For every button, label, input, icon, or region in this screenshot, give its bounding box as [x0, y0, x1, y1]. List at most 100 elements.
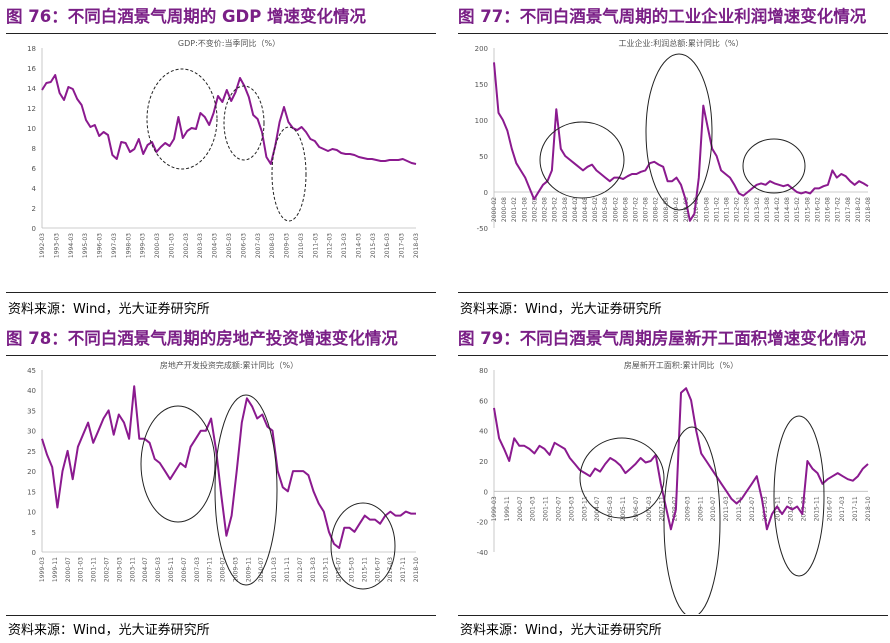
- divider-top: [6, 355, 436, 356]
- x-tick-label: 2009-03: [284, 233, 291, 258]
- y-tick-label: -20: [477, 519, 488, 527]
- x-tick-label: 2004-02: [572, 197, 579, 222]
- x-tick-label: 2001-02: [511, 197, 518, 222]
- x-tick-label: 2000-07: [517, 496, 524, 521]
- x-tick-label: 2018-02: [855, 197, 862, 222]
- x-tick-label: 2001-11: [91, 557, 98, 582]
- x-tick-label: 2008-03: [269, 233, 276, 258]
- x-tick-label: 2011-11: [736, 496, 743, 521]
- y-tick-label: -50: [477, 225, 488, 233]
- x-tick-label: 2011-03: [271, 557, 278, 582]
- x-tick-label: 2013-11: [323, 557, 330, 582]
- x-tick-label: 2017-03: [839, 496, 846, 521]
- divider-bottom: [458, 292, 888, 293]
- panel-new-construction: 图 79：不同白酒景气周期房屋新开工面积增速变化情况 房屋新开工面积:累计同比（…: [458, 322, 888, 638]
- y-tick-label: 18: [27, 45, 36, 53]
- highlight-ellipse: [742, 138, 806, 194]
- x-tick-label: 2014-07: [336, 557, 343, 582]
- highlight-ellipse: [223, 85, 265, 161]
- chart-real-estate-investment: 房地产开发投资完成额:累计同比（%） 0 5 10 15 20 25 30 35 40 45 1999…: [27, 360, 420, 590]
- chart-gdp: GDP:不变价:当季同比（%） 0 2 4 6 8 10 12 14 16 18 1992-03 199…: [27, 38, 420, 258]
- x-tick-label: 2009-11: [697, 496, 704, 521]
- x-tick-label: 2007-03: [194, 557, 201, 582]
- x-tick-label: 2001-03: [168, 233, 175, 258]
- x-tick-label: 2017-03: [399, 233, 406, 258]
- x-tick-label: 2016-02: [814, 197, 821, 222]
- highlight-ellipse: [140, 405, 216, 523]
- x-tick-label: 2016-08: [825, 197, 832, 222]
- x-tick-label: 2000-02: [491, 197, 498, 222]
- y-tick-label: 16: [27, 65, 36, 73]
- y-tick-label: 45: [27, 367, 36, 375]
- source-note: 资料来源：Wind，光大证券研究所: [8, 302, 210, 317]
- x-tick-label: 1996-03: [97, 233, 104, 258]
- x-tick-label: 2017-02: [835, 197, 842, 222]
- x-tick-label: 2001-08: [521, 197, 528, 222]
- panel-title: 图 79：不同白酒景气周期房屋新开工面积增速变化情况: [458, 329, 867, 348]
- x-tick-label: 2007-11: [659, 496, 666, 521]
- x-tick-label: 2012-07: [297, 557, 304, 582]
- y-tick-label: 0: [484, 189, 488, 197]
- x-tick-label: 2015-02: [794, 197, 801, 222]
- y-tick-label: 50: [479, 153, 488, 161]
- x-tick-label: 1998-03: [125, 233, 132, 258]
- x-tick-label: 2001-03: [530, 496, 537, 521]
- x-tick-label: 2007-03: [255, 233, 262, 258]
- series-line: [41, 74, 417, 165]
- panel-gdp: 图 76：不同白酒景气周期的 GDP 增速变化情况 GDP:不变价:当季同比（%…: [6, 0, 436, 317]
- x-tick-label: 2006-07: [633, 496, 640, 521]
- panel-real-estate-investment: 图 78：不同白酒景气周期的房地产投资增速变化情况 房地产开发投资完成额:累计同…: [6, 322, 436, 638]
- x-tick-label: 2003-11: [581, 496, 588, 521]
- y-tick-label: 2: [32, 205, 36, 213]
- x-tick-label: 2015-03: [801, 496, 808, 521]
- x-tick-label: 2014-03: [355, 233, 362, 258]
- x-tick-label: 2005-03: [226, 233, 233, 258]
- divider-top: [6, 33, 436, 34]
- highlight-ellipse: [579, 437, 665, 519]
- x-tick-label: 2017-11: [400, 557, 407, 582]
- x-tick-label: 2018-03: [413, 233, 420, 258]
- y-tick-label: 0: [484, 488, 488, 496]
- x-tick-label: 2017-03: [387, 557, 394, 582]
- x-tick-label: 2015-11: [361, 557, 368, 582]
- x-tick-label: 2018-10: [413, 557, 420, 582]
- x-tick-label: 2012-07: [749, 496, 756, 521]
- divider-bottom: [6, 615, 436, 616]
- x-tick-label: 2009-11: [245, 557, 252, 582]
- x-tick-label: 2000-08: [501, 197, 508, 222]
- source-note: 资料来源：Wind，光大证券研究所: [460, 302, 662, 317]
- x-tick-label: 2012-08: [744, 197, 751, 222]
- source-note: 资料来源：Wind，光大证券研究所: [8, 623, 210, 638]
- y-tick-label: 10: [27, 509, 36, 517]
- x-tick-label: 2003-03: [197, 233, 204, 258]
- x-tick-label: 2014-08: [784, 197, 791, 222]
- x-tick-label: 2005-02: [592, 197, 599, 222]
- x-tick-label: 2015-03: [349, 557, 356, 582]
- x-tick-label: 2011-02: [713, 197, 720, 222]
- x-tick-label: 2004-07: [594, 496, 601, 521]
- highlight-ellipse: [539, 121, 625, 199]
- x-tick-label: 2016-03: [384, 233, 391, 258]
- x-tick-label: 2010-07: [710, 496, 717, 521]
- source-note: 资料来源：Wind，光大证券研究所: [460, 623, 662, 638]
- y-tick-label: 150: [475, 81, 488, 89]
- y-tick-label: 200: [475, 45, 488, 53]
- x-tick-label: 1992-03: [39, 233, 46, 258]
- x-tick-label: 1999-03: [39, 557, 46, 582]
- x-tick-label: 2005-08: [602, 197, 609, 222]
- x-tick-label: 2017-08: [845, 197, 852, 222]
- y-tick-label: 40: [479, 428, 488, 436]
- panel-title: 图 76：不同白酒景气周期的 GDP 增速变化情况: [6, 7, 367, 26]
- x-tick-label: 2005-11: [168, 557, 175, 582]
- series-line: [493, 62, 869, 222]
- divider-top: [458, 33, 888, 34]
- y-tick-label: 20: [27, 468, 36, 476]
- x-tick-label: 2004-03: [212, 233, 219, 258]
- x-tick-label: 2007-02: [633, 197, 640, 222]
- x-tick-label: 2001-11: [543, 496, 550, 521]
- highlight-ellipse: [271, 126, 307, 222]
- x-tick-label: 2007-08: [643, 197, 650, 222]
- x-tick-label: 2001-03: [78, 557, 85, 582]
- x-tick-label: 2018-10: [865, 496, 872, 521]
- x-tick-label: 2014-02: [774, 197, 781, 222]
